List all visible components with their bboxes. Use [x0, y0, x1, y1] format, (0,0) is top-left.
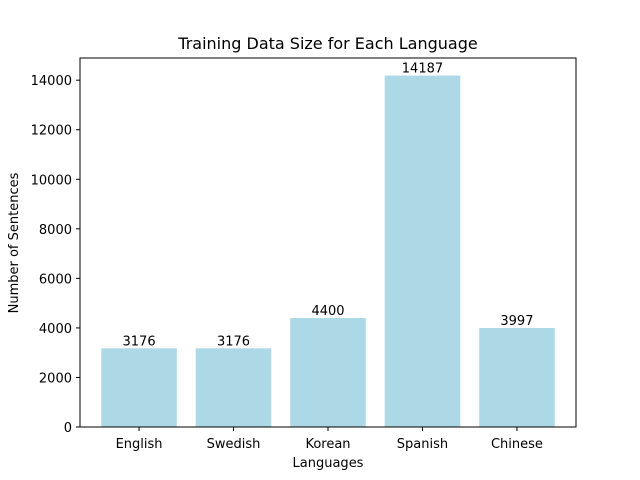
x-tick-label-chinese: Chinese	[491, 437, 543, 452]
x-tick-label-english: English	[116, 437, 163, 452]
data-label-korean: 4400	[311, 304, 344, 319]
y-tick-label: 0	[64, 421, 72, 436]
data-labels-group: 3176 3176 4400 14187 3997	[123, 62, 534, 350]
data-label-english: 3176	[123, 334, 156, 349]
y-tick-label: 10000	[31, 173, 72, 188]
bar-spanish	[384, 75, 461, 427]
x-tick-label-korean: Korean	[305, 437, 350, 452]
y-tick-label: 2000	[39, 371, 72, 386]
chart-title: Training Data Size for Each Language	[177, 34, 477, 53]
bar-swedish	[195, 348, 272, 427]
x-axis-label: Languages	[293, 456, 364, 471]
plot-area-frame	[79, 57, 577, 428]
bar-chinese	[479, 327, 555, 427]
y-tick-label: 6000	[39, 272, 72, 287]
y-tick-label: 4000	[39, 322, 72, 337]
y-tick-label: 12000	[31, 124, 72, 139]
x-tick-label-spanish: Spanish	[397, 437, 448, 452]
y-tick-label: 8000	[39, 223, 72, 238]
y-axis-label: Number of Sentences	[7, 172, 22, 313]
y-axis-ticks: 0 2000 4000 6000 8000 10000 12000 14000	[31, 74, 80, 436]
data-label-swedish: 3176	[217, 334, 250, 349]
x-axis-ticks: English Swedish Korean Spanish Chinese	[116, 427, 543, 452]
data-label-spanish: 14187	[402, 62, 443, 77]
x-tick-label-swedish: Swedish	[207, 437, 261, 452]
bar-korean	[290, 318, 366, 427]
bars-group	[101, 75, 555, 427]
bar-english	[101, 348, 177, 427]
y-tick-label: 14000	[31, 74, 72, 89]
data-label-chinese: 3997	[500, 314, 533, 329]
